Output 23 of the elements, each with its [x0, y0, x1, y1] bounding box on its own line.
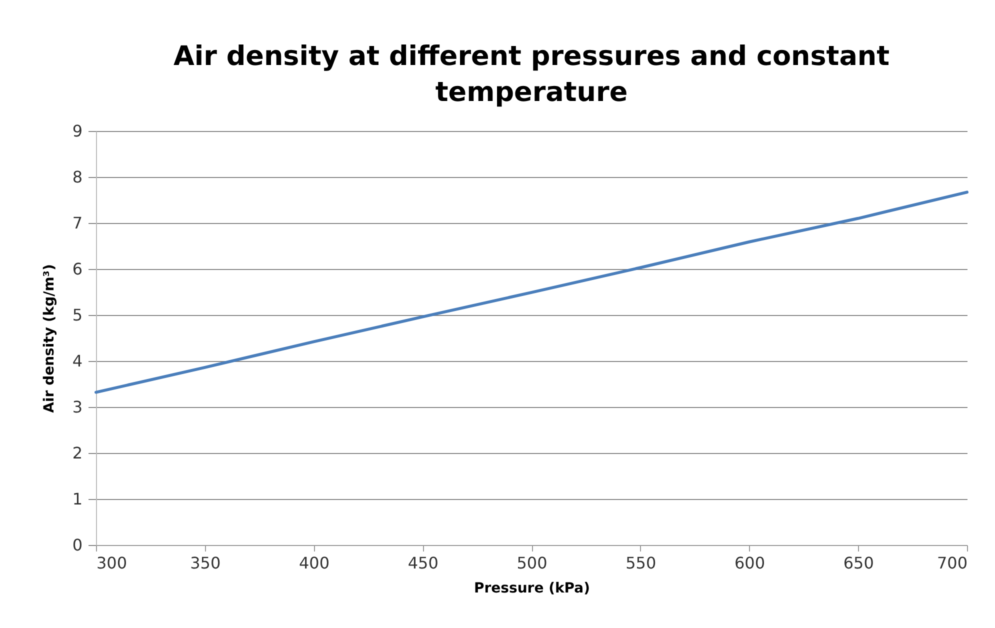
- y-tick-label: 9: [72, 122, 82, 140]
- y-tick-label: 1: [72, 490, 82, 508]
- y-tick-label: 7: [72, 214, 82, 232]
- x-tick-label: 600: [734, 554, 766, 572]
- y-tick-label: 3: [72, 398, 82, 416]
- text: temperature: [435, 77, 628, 108]
- x-tick-label: 450: [408, 554, 438, 572]
- y-tick-label: 0: [72, 536, 82, 554]
- x-tick-label: 400: [298, 554, 330, 572]
- x-tick-label: 650: [843, 554, 874, 572]
- x-axis-title: Pressure (kPa): [474, 580, 590, 596]
- x-tick-label: 500: [516, 554, 548, 572]
- x-tick-label: 300: [96, 554, 128, 572]
- text: Air density at different pressures and constant: [173, 41, 890, 72]
- y-axis-title: Air density (kg/m³): [41, 264, 58, 413]
- y-tick-label: 6: [72, 260, 82, 278]
- x-tick-label: 700: [936, 554, 968, 572]
- y-tick-label: 5: [72, 306, 82, 324]
- x-tick-label: 350: [190, 554, 221, 572]
- y-tick-label: 4: [72, 352, 82, 370]
- x-tick-label: 550: [626, 554, 656, 572]
- y-tick-label: 8: [72, 168, 82, 186]
- y-tick-label: 2: [72, 444, 82, 462]
